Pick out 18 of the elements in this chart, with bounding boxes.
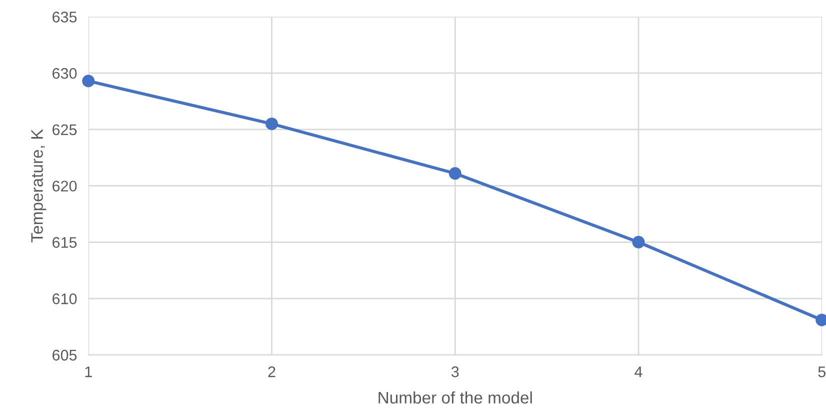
y-tick-label: 635 [52, 12, 77, 22]
x-tick-label: 4 [634, 366, 642, 378]
y-tick-label: 615 [52, 237, 77, 248]
x-tick-label: 5 [818, 366, 826, 378]
y-tick-label: 620 [52, 180, 77, 192]
y-tick-label: 625 [52, 124, 77, 136]
x-tick-label: 2 [268, 366, 276, 378]
y-tick-label: 630 [52, 68, 77, 79]
point [266, 118, 278, 130]
x-axis-title: Number of the model [378, 391, 532, 404]
point [448, 167, 462, 180]
point [82, 74, 95, 88]
y-tick-label: 605 [52, 350, 77, 361]
y-axis-title: Temperature, K [31, 129, 46, 242]
x-tick-label: 3 [451, 366, 459, 378]
point [632, 236, 645, 248]
x-tick-label: 1 [85, 366, 92, 378]
y-tick-label: 610 [52, 293, 77, 304]
